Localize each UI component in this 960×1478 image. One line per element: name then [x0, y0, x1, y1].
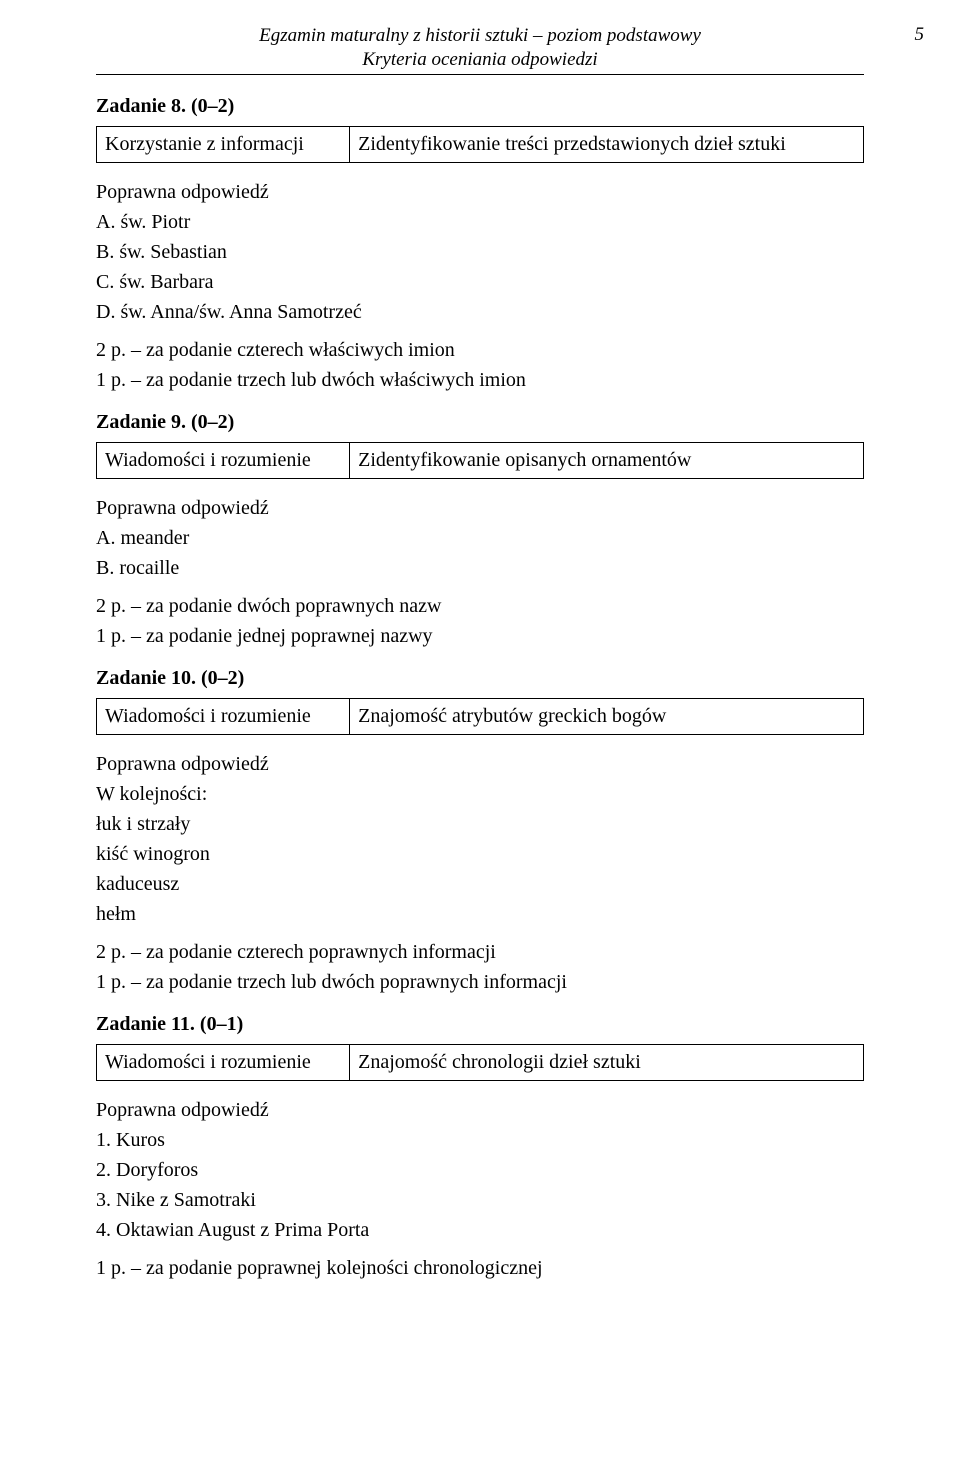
- answer-line: hełm: [96, 901, 864, 927]
- task-11: Zadanie 11. (0–1) Wiadomości i rozumieni…: [96, 1013, 864, 1281]
- table-row: Wiadomości i rozumienie Znajomość chrono…: [97, 1044, 864, 1080]
- task-info-table: Wiadomości i rozumienie Znajomość atrybu…: [96, 698, 864, 735]
- table-cell-left: Korzystanie z informacji: [97, 126, 350, 162]
- table-row: Wiadomości i rozumienie Zidentyfikowanie…: [97, 442, 864, 478]
- header-title-line1: Egzamin maturalny z historii sztuki – po…: [96, 24, 864, 48]
- page-number: 5: [915, 24, 925, 46]
- answer-heading: Poprawna odpowiedź: [96, 751, 864, 777]
- answer-line: B. rocaille: [96, 555, 864, 581]
- scoring-line: 1 p. – za podanie jednej poprawnej nazwy: [96, 623, 864, 649]
- answer-line: kaduceusz: [96, 871, 864, 897]
- task-info-table: Korzystanie z informacji Zidentyfikowani…: [96, 126, 864, 163]
- scoring-line: 2 p. – za podanie dwóch poprawnych nazw: [96, 593, 864, 619]
- task-info-table: Wiadomości i rozumienie Znajomość chrono…: [96, 1044, 864, 1081]
- answer-line: D. św. Anna/św. Anna Samotrzeć: [96, 299, 864, 325]
- answer-line: 3. Nike z Samotraki: [96, 1187, 864, 1213]
- table-cell-left: Wiadomości i rozumienie: [97, 442, 350, 478]
- answer-heading: Poprawna odpowiedź: [96, 495, 864, 521]
- scoring-line: 1 p. – za podanie trzech lub dwóch właśc…: [96, 367, 864, 393]
- answer-line: kiść winogron: [96, 841, 864, 867]
- scoring-line: 2 p. – za podanie czterech właściwych im…: [96, 337, 864, 363]
- task-title: Zadanie 10. (0–2): [96, 667, 864, 690]
- table-row: Korzystanie z informacji Zidentyfikowani…: [97, 126, 864, 162]
- answer-line: C. św. Barbara: [96, 269, 864, 295]
- answer-line: A. św. Piotr: [96, 209, 864, 235]
- table-cell-right: Zidentyfikowanie treści przedstawionych …: [350, 126, 864, 162]
- answer-line: 1. Kuros: [96, 1127, 864, 1153]
- answer-line: A. meander: [96, 525, 864, 551]
- scoring-line: 1 p. – za podanie trzech lub dwóch popra…: [96, 969, 864, 995]
- page: Egzamin maturalny z historii sztuki – po…: [0, 0, 960, 1478]
- table-cell-right: Znajomość chronologii dzieł sztuki: [350, 1044, 864, 1080]
- task-10: Zadanie 10. (0–2) Wiadomości i rozumieni…: [96, 667, 864, 995]
- task-9: Zadanie 9. (0–2) Wiadomości i rozumienie…: [96, 411, 864, 649]
- answer-line: 2. Doryforos: [96, 1157, 864, 1183]
- answer-line: łuk i strzały: [96, 811, 864, 837]
- table-cell-right: Znajomość atrybutów greckich bogów: [350, 698, 864, 734]
- answer-heading: Poprawna odpowiedź: [96, 179, 864, 205]
- table-cell-right: Zidentyfikowanie opisanych ornamentów: [350, 442, 864, 478]
- table-row: Wiadomości i rozumienie Znajomość atrybu…: [97, 698, 864, 734]
- table-cell-left: Wiadomości i rozumienie: [97, 698, 350, 734]
- task-info-table: Wiadomości i rozumienie Zidentyfikowanie…: [96, 442, 864, 479]
- answer-heading: Poprawna odpowiedź: [96, 1097, 864, 1123]
- answer-line: B. św. Sebastian: [96, 239, 864, 265]
- table-cell-left: Wiadomości i rozumienie: [97, 1044, 350, 1080]
- task-title: Zadanie 8. (0–2): [96, 95, 864, 118]
- scoring-line: 2 p. – za podanie czterech poprawnych in…: [96, 939, 864, 965]
- scoring-line: 1 p. – za podanie poprawnej kolejności c…: [96, 1255, 864, 1281]
- task-title: Zadanie 11. (0–1): [96, 1013, 864, 1036]
- page-header: Egzamin maturalny z historii sztuki – po…: [96, 24, 864, 75]
- task-8: Zadanie 8. (0–2) Korzystanie z informacj…: [96, 95, 864, 393]
- answer-line: W kolejności:: [96, 781, 864, 807]
- answer-line: 4. Oktawian August z Prima Porta: [96, 1217, 864, 1243]
- task-title: Zadanie 9. (0–2): [96, 411, 864, 434]
- header-title-line2: Kryteria oceniania odpowiedzi: [96, 48, 864, 72]
